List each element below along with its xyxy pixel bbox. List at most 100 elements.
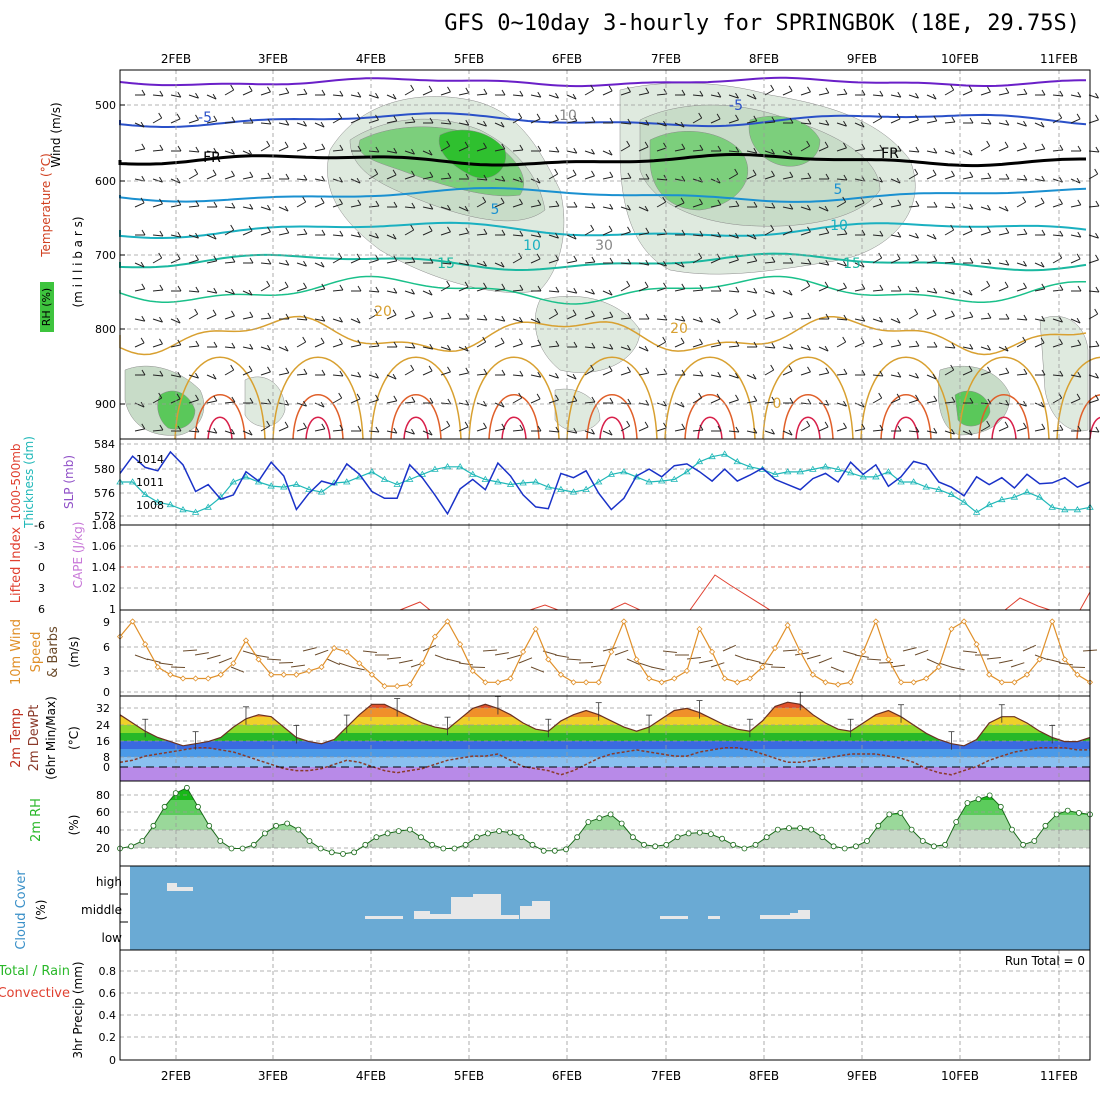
wind-barb-flag: [950, 224, 955, 231]
temperature-bands: [120, 702, 1090, 781]
wind-barb-flag: [140, 261, 145, 268]
wind10m-barb: [218, 657, 233, 664]
wind-barb-flag: [663, 400, 667, 407]
wind-barb-staff: [530, 234, 541, 238]
wind-barb-staff: [926, 290, 937, 294]
wind-barb-flag: [897, 199, 902, 206]
temp-ylabel-1: 2m Temp: [9, 708, 24, 768]
wind-speed-point: [520, 648, 527, 655]
wind-barb-staff: [872, 289, 883, 292]
wind-barb-flag: [951, 396, 956, 403]
wind-barb-staff: [512, 117, 522, 124]
wind-tick: 6: [103, 641, 110, 654]
thickness-point: [897, 478, 905, 485]
contour-label: 5: [491, 202, 500, 218]
cloud-level-low: low: [102, 931, 123, 945]
wind-barb-flag: [1023, 88, 1028, 95]
wind-barb-flag: [1040, 197, 1045, 204]
wind-units: (m/s): [67, 636, 81, 667]
wind-barb-staff: [260, 231, 271, 236]
wind-barb-staff: [728, 313, 738, 320]
wind-barb-flag: [717, 145, 722, 152]
wind-barb-flag: [231, 256, 236, 263]
wind10m-barb: [662, 650, 677, 653]
wind-barb-staff: [1070, 374, 1081, 378]
wind-barb-staff: [260, 346, 271, 351]
wind-barb-staff: [836, 341, 846, 348]
wind-barb-staff: [818, 262, 829, 266]
wind-barb-staff: [422, 290, 433, 296]
wind-barb-staff: [548, 259, 559, 264]
wind-barb-flag: [194, 308, 199, 315]
wind-barb-flag: [284, 141, 289, 148]
wind-barb-staff: [638, 146, 649, 152]
wind-barb-staff: [1034, 122, 1045, 128]
cloud-block: [429, 914, 451, 919]
wind-barb-staff: [566, 234, 577, 240]
wind-barb-staff: [782, 316, 793, 320]
wind-barb-staff: [494, 262, 505, 268]
wind-barb-flag: [752, 169, 757, 176]
wind-speed-point: [457, 641, 464, 648]
wind-barb-staff: [422, 176, 433, 180]
wind-barb-staff: [512, 289, 523, 292]
wind-barb-staff: [1052, 289, 1063, 292]
wind-barb-staff: [566, 430, 577, 434]
wind-barb-staff: [944, 206, 955, 209]
wind-barb-flag: [681, 89, 686, 96]
wind-barb-staff: [890, 178, 901, 184]
wind-barb-flag: [968, 429, 973, 436]
wind-barb-flag: [249, 203, 254, 210]
wind-barb-staff: [638, 372, 649, 376]
wind-barb-staff: [548, 234, 559, 239]
wind-barb-flag: [392, 169, 397, 176]
wind-barb-staff: [602, 316, 613, 320]
wind-barb-flag: [501, 369, 506, 376]
wind-barb-flag: [375, 286, 380, 293]
tick-label: 800: [95, 323, 116, 336]
wind-barb-staff: [1016, 427, 1027, 432]
wind-barb-flag: [1004, 421, 1009, 428]
wind-barb-flag: [915, 232, 919, 239]
rh-shaded-region: [534, 296, 641, 373]
cape-frame: [119, 524, 1091, 611]
wind-barb-staff: [746, 234, 757, 240]
rh-point: [808, 826, 815, 833]
wind-barb-flag: [1023, 282, 1027, 289]
wind-barb-staff: [620, 425, 630, 432]
wind10m-barb: [578, 662, 594, 664]
temperature-band: [120, 733, 1090, 741]
wind-barb-flag: [212, 309, 217, 316]
wind-barb-flag: [410, 364, 415, 371]
wind-barb-staff: [908, 259, 919, 264]
wind-barb-staff: [422, 316, 433, 320]
wind-barb-staff: [728, 399, 739, 404]
wind-barb-staff: [152, 94, 163, 97]
wind-barb-flag: [968, 85, 973, 92]
wind-barb-flag: [951, 148, 955, 155]
wind-barb-staff: [638, 402, 649, 406]
wind10m-barb: [398, 659, 413, 664]
top-date-label: 11FEB: [1040, 52, 1078, 66]
contour-label: 5: [834, 182, 843, 198]
rh-point: [607, 811, 614, 818]
wind-barb-flag: [555, 232, 559, 239]
rh-tick: 40: [96, 824, 110, 837]
wind-barb-staff: [998, 286, 1009, 292]
wind-barb-staff: [404, 401, 415, 404]
wind-barb-flag: [735, 232, 739, 239]
rh-point: [741, 845, 748, 852]
wind-barb-staff: [890, 318, 901, 324]
warm-contour: [860, 356, 952, 440]
wind-barb-staff: [944, 121, 955, 124]
wind-barb-staff: [404, 430, 415, 435]
wind-barb-flag: [447, 344, 451, 351]
wind-barb-flag: [1004, 281, 1009, 288]
wind-barb-staff: [548, 119, 559, 124]
wind-barb-staff: [332, 397, 342, 404]
wind-barb-flag: [771, 428, 775, 435]
wind-barb-flag: [464, 421, 469, 428]
wind-barb-flag: [932, 309, 937, 316]
wind-speed-point: [683, 667, 690, 674]
rh-point: [819, 834, 826, 841]
